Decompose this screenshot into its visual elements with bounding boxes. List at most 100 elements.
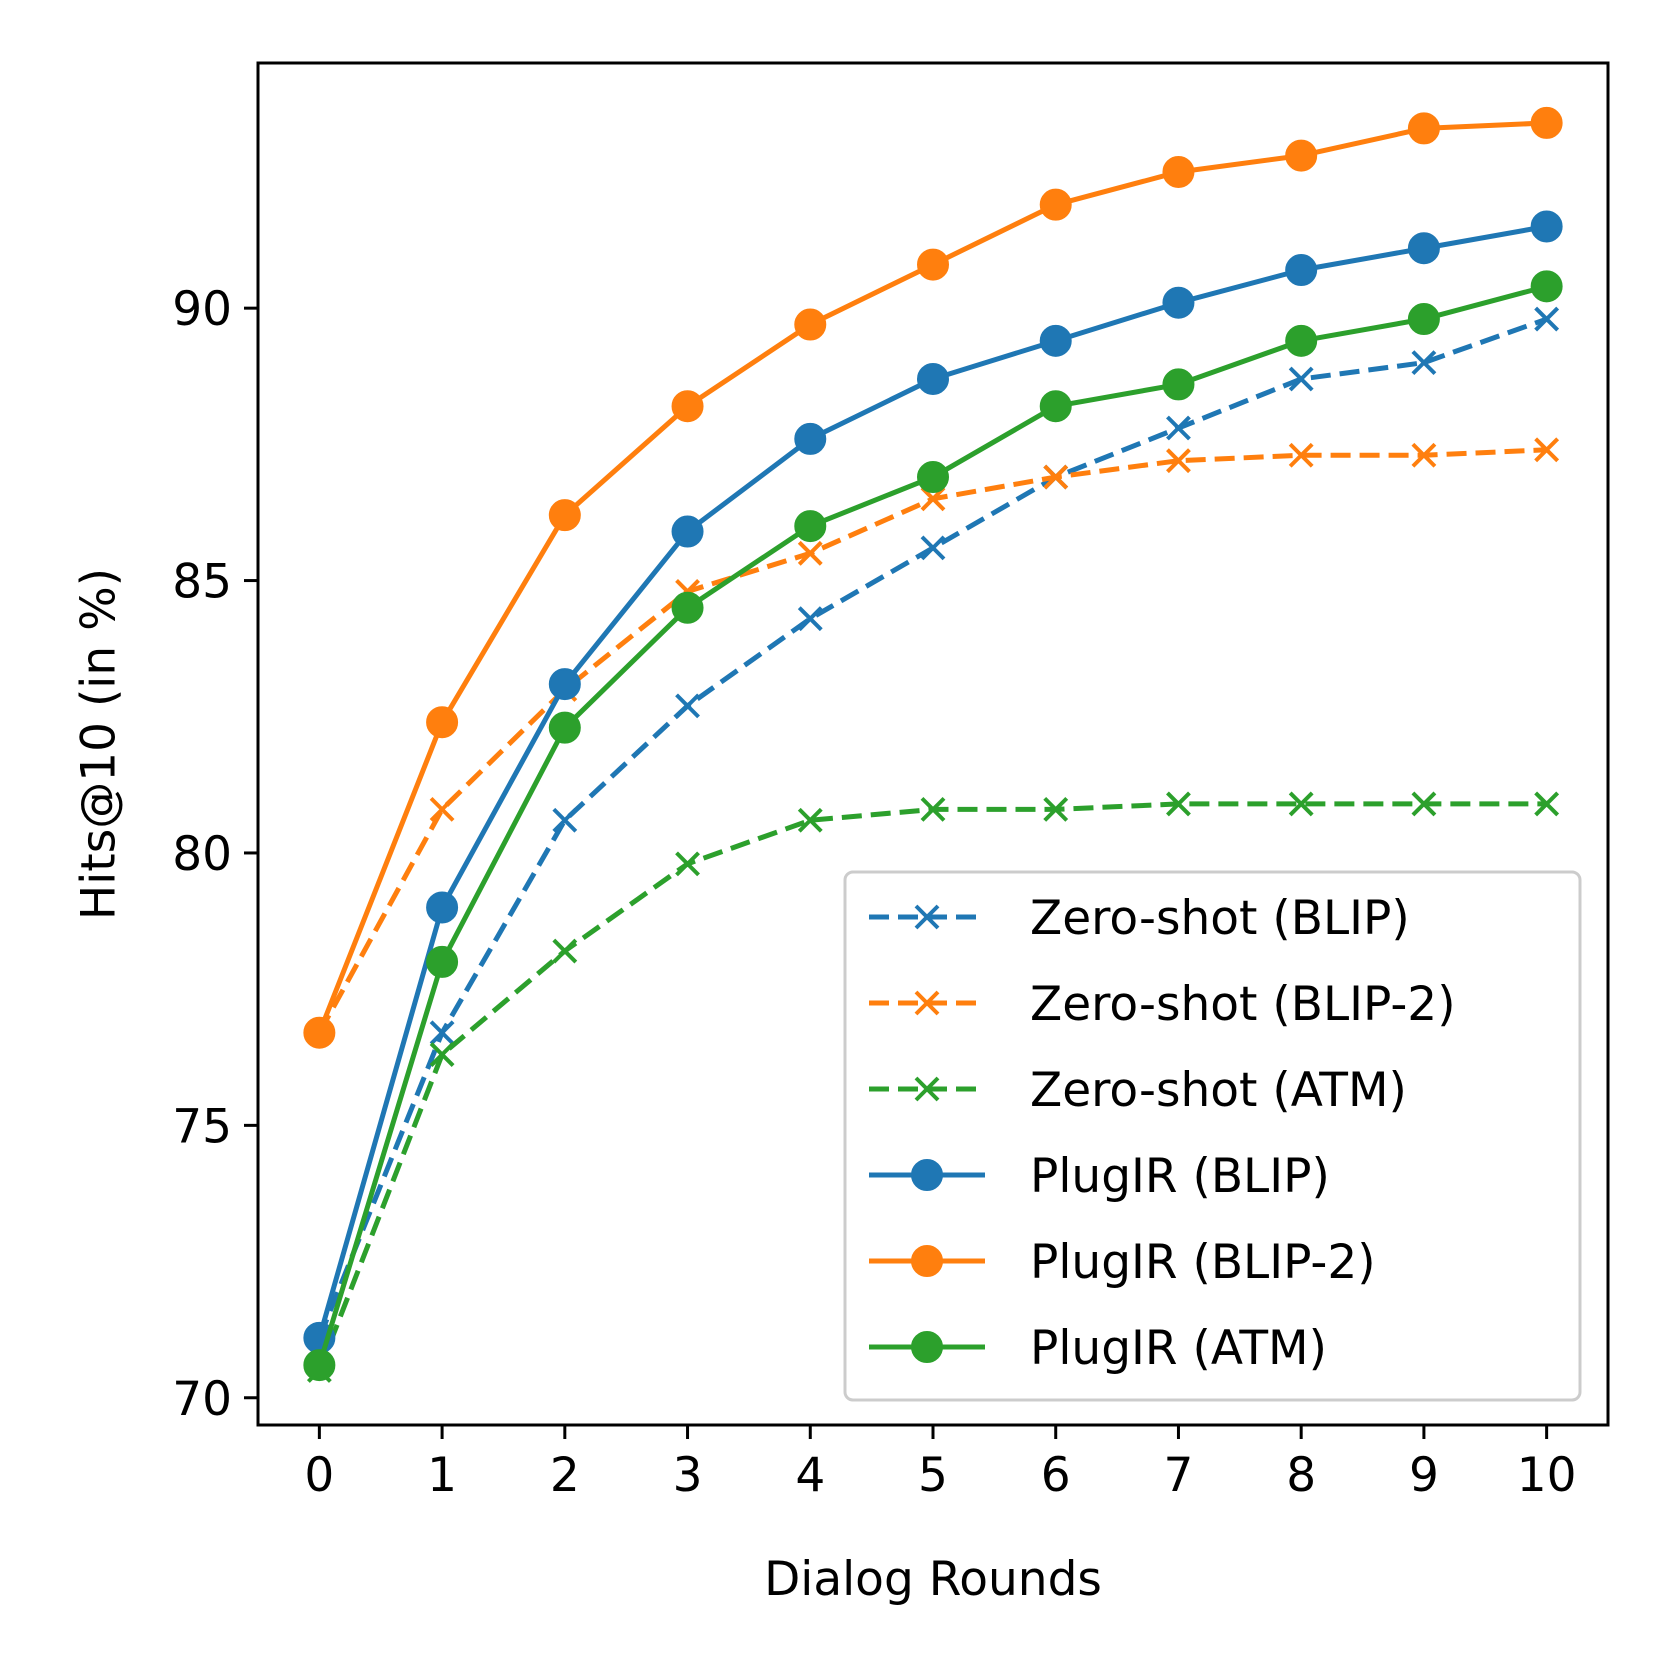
data-point <box>917 461 949 494</box>
legend-entry-zero-shot-atm: Zero-shot (ATM) <box>869 1063 1407 1118</box>
legend: Zero-shot (BLIP) Zero-shot (BLIP-2) Zero-s… <box>843 870 1582 1402</box>
data-point <box>303 1349 336 1382</box>
data-point <box>1534 437 1560 463</box>
data-point <box>426 945 459 978</box>
data-point <box>1166 415 1191 441</box>
data-point <box>1288 442 1314 468</box>
data-point <box>1285 324 1318 357</box>
data-point <box>552 938 578 964</box>
x-tick-label: 10 <box>1517 1448 1577 1503</box>
data-point <box>671 591 704 624</box>
data-point <box>675 693 700 719</box>
series-plugir-atm <box>303 270 1563 1382</box>
data-point <box>1530 270 1563 303</box>
data-point <box>1530 106 1563 139</box>
data-point <box>1411 442 1437 468</box>
data-point <box>794 510 827 543</box>
data-point <box>548 668 581 701</box>
legend-label: Zero-shot (BLIP-2) <box>1030 977 1456 1032</box>
legend-label: PlugIR (ATM) <box>1030 1321 1327 1376</box>
series-plugir-blip-2 <box>303 106 1563 1049</box>
x-tick-label: 6 <box>1041 1448 1071 1503</box>
x-axis-label: Dialog Rounds <box>764 1552 1102 1607</box>
legend-entry-plugir-blip: PlugIR (BLIP) <box>869 1149 1330 1204</box>
x-tick-label: 9 <box>1409 1448 1439 1503</box>
data-point <box>1530 210 1563 243</box>
legend-marker <box>914 1076 940 1102</box>
x-tick-label: 3 <box>673 1448 703 1503</box>
data-point <box>429 1020 455 1046</box>
data-point <box>797 540 823 566</box>
data-point <box>1411 791 1437 817</box>
series-plugir-blip <box>303 210 1563 1354</box>
data-point <box>1534 306 1560 332</box>
x-tick-label: 7 <box>1164 1448 1194 1503</box>
data-point <box>1162 155 1195 188</box>
data-point <box>303 1016 336 1049</box>
y-tick-label: 75 <box>172 1099 232 1154</box>
legend-label: PlugIR (BLIP) <box>1030 1149 1330 1204</box>
data-point <box>1039 390 1072 423</box>
y-axis-label: Hits@10 (in %) <box>72 568 127 920</box>
data-point <box>1288 366 1314 392</box>
data-point <box>917 362 949 395</box>
data-point <box>920 535 946 561</box>
legend-entry-zero-shot-blip: Zero-shot (BLIP) <box>869 891 1410 946</box>
x-tick-label: 4 <box>795 1448 825 1503</box>
legend-box <box>843 870 1582 1402</box>
data-point <box>1288 791 1314 817</box>
y-tick-label: 90 <box>172 282 232 337</box>
data-point <box>671 515 704 548</box>
legend-label: PlugIR (BLIP-2) <box>1030 1235 1376 1290</box>
data-point <box>426 891 459 924</box>
data-point <box>920 796 946 822</box>
data-point <box>1407 112 1440 145</box>
data-point <box>552 807 578 833</box>
y-tick-label: 70 <box>172 1372 232 1427</box>
data-point <box>794 422 827 455</box>
legend-entry-plugir-atm: PlugIR (ATM) <box>869 1321 1327 1376</box>
data-point <box>426 706 459 739</box>
data-point <box>1285 254 1318 287</box>
legend-marker <box>914 904 940 930</box>
x-tick-label: 5 <box>918 1448 948 1503</box>
data-point <box>797 606 823 632</box>
data-point <box>548 499 581 532</box>
legend-marker <box>914 990 940 1016</box>
data-point <box>1039 188 1072 221</box>
axes-layer: 0 1 2 3 4 5 6 7 8 9 10 70 75 80 85 90 <box>172 61 1610 1503</box>
data-point <box>1285 139 1318 172</box>
x-tick-label: 8 <box>1286 1448 1316 1503</box>
data-point <box>917 248 949 281</box>
x-tick-label: 1 <box>427 1448 457 1503</box>
data-point <box>1534 791 1560 817</box>
legend-marker <box>911 1331 943 1363</box>
data-point <box>797 807 823 833</box>
y-tick-label: 85 <box>172 555 232 610</box>
data-point <box>1411 350 1437 376</box>
data-point <box>1039 324 1072 357</box>
data-point <box>1407 232 1440 265</box>
data-point <box>1043 796 1069 822</box>
x-tick-label: 2 <box>550 1448 580 1503</box>
data-point <box>671 390 704 423</box>
x-tick-label: 0 <box>304 1448 334 1503</box>
data-point <box>1162 286 1195 319</box>
legend-entry-zero-shot-blip-2: Zero-shot (BLIP-2) <box>869 977 1456 1032</box>
data-point <box>1162 368 1195 401</box>
data-point <box>429 1042 455 1067</box>
legend-entry-plugir-blip-2: PlugIR (BLIP-2) <box>869 1235 1376 1290</box>
data-point <box>1407 303 1440 336</box>
data-point <box>429 796 455 822</box>
data-point <box>794 308 827 341</box>
data-point <box>548 711 581 744</box>
data-point <box>675 851 700 877</box>
legend-label: Zero-shot (BLIP) <box>1030 891 1410 946</box>
legend-marker <box>911 1245 943 1277</box>
data-point <box>1043 464 1069 490</box>
y-tick-label: 80 <box>172 827 232 882</box>
legend-marker <box>911 1159 943 1191</box>
legend-label: Zero-shot (ATM) <box>1030 1063 1407 1118</box>
data-point <box>920 486 946 512</box>
